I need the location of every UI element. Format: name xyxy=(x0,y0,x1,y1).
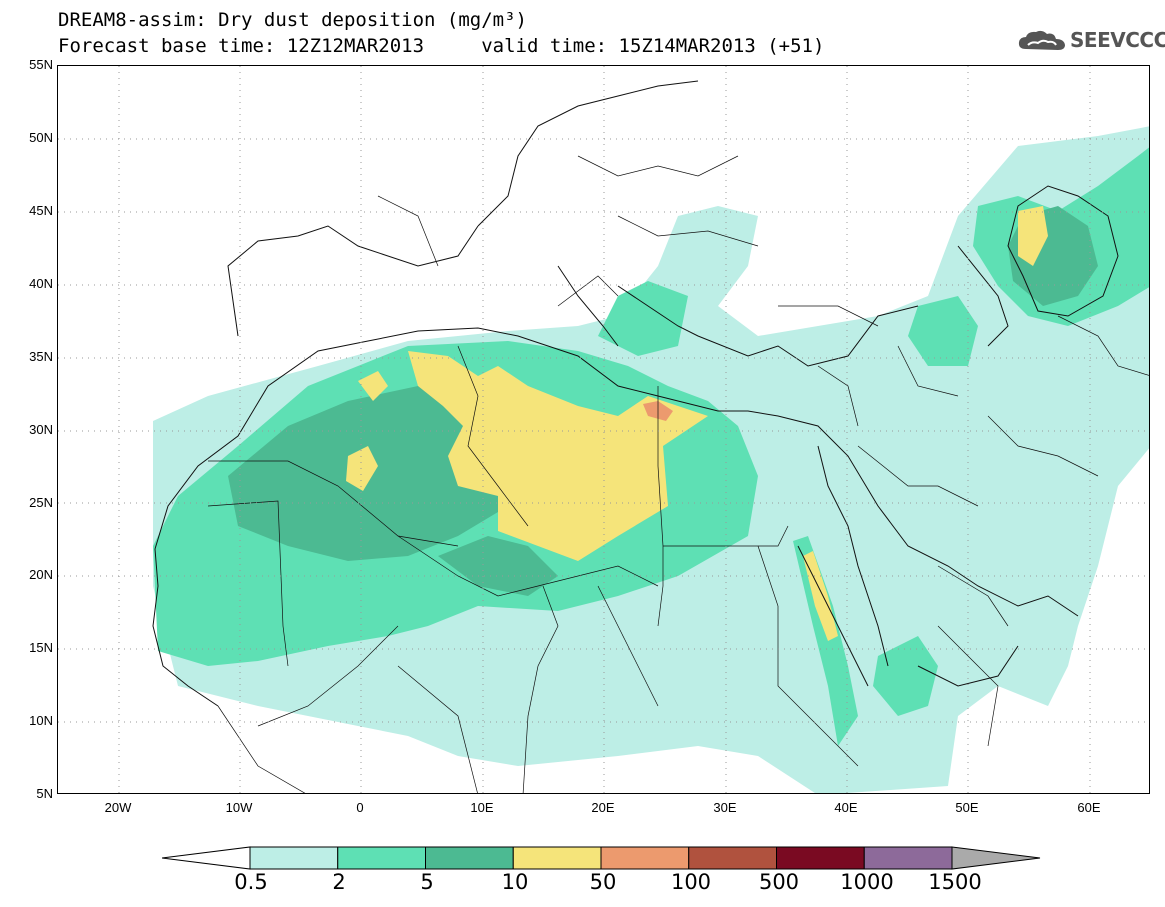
lat-label: 30N xyxy=(29,422,53,437)
dust-deposition-map xyxy=(57,65,1150,794)
colorbar-label: 100 xyxy=(670,870,712,894)
lat-label: 55N xyxy=(29,57,53,72)
colorbar-segment xyxy=(688,846,777,870)
colorbar-segments xyxy=(249,846,953,870)
lat-label: 15N xyxy=(29,640,53,655)
lon-label: 60E xyxy=(1077,800,1101,815)
colorbar-label: 0.5 xyxy=(234,870,268,894)
colorbar-label: 10 xyxy=(501,870,529,894)
forecast-time-subtitle: Forecast base time: 12Z12MAR2013 valid t… xyxy=(58,35,825,57)
lat-label: 5N xyxy=(36,786,53,801)
lat-label: 45N xyxy=(29,203,53,218)
logo-text: SEEVCCC xyxy=(1070,28,1165,52)
colorbar-segment xyxy=(600,846,690,870)
lon-label: 20W xyxy=(104,800,132,815)
colorbar xyxy=(162,846,1041,870)
colorbar-label: 1500 xyxy=(928,870,982,894)
colorbar-label: 500 xyxy=(758,870,800,894)
colorbar-under-triangle xyxy=(162,846,251,870)
lat-label: 10N xyxy=(29,713,53,728)
lon-label: 20E xyxy=(591,800,615,815)
lat-label: 25N xyxy=(29,495,53,510)
lon-label: 40E xyxy=(834,800,858,815)
lon-label: 0 xyxy=(356,800,364,815)
colorbar-segment xyxy=(512,846,602,870)
seevccc-logo: SEEVCCC xyxy=(1018,28,1165,52)
map-canvas xyxy=(58,66,1149,793)
lat-label: 40N xyxy=(29,276,53,291)
lat-label: 35N xyxy=(29,349,53,364)
colorbar-segment xyxy=(249,846,339,870)
colorbar-segment xyxy=(776,846,865,870)
colorbar-label: 5 xyxy=(420,870,434,894)
lon-label: 10W xyxy=(225,800,253,815)
lat-label: 20N xyxy=(29,567,53,582)
lat-label: 50N xyxy=(29,130,53,145)
lon-label: 10E xyxy=(470,800,494,815)
colorbar-label: 1000 xyxy=(840,870,894,894)
cloud-logo-icon xyxy=(1018,30,1065,50)
colorbar-label: 50 xyxy=(589,870,617,894)
map-title: DREAM8-assim: Dry dust deposition (mg/m³… xyxy=(58,9,527,31)
colorbar-segment xyxy=(337,846,426,870)
colorbar-segment xyxy=(863,846,953,870)
colorbar-label: 2 xyxy=(332,870,346,894)
country-borders xyxy=(207,155,1149,793)
lon-label: 30E xyxy=(713,800,737,815)
colorbar-over-triangle xyxy=(951,846,1041,870)
colorbar-segment xyxy=(425,846,514,870)
lon-label: 50E xyxy=(955,800,979,815)
